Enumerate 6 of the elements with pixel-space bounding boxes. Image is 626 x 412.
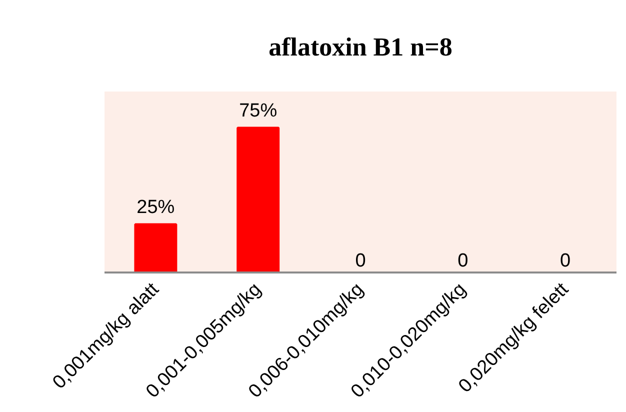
data-label: 25% [136,197,175,218]
data-label: 0 [458,250,468,272]
data-label: 0 [355,250,366,272]
chart-title: aflatoxin B1 n=8 [268,32,452,62]
data-label: 75% [239,100,278,122]
data-label: 0 [560,250,571,272]
